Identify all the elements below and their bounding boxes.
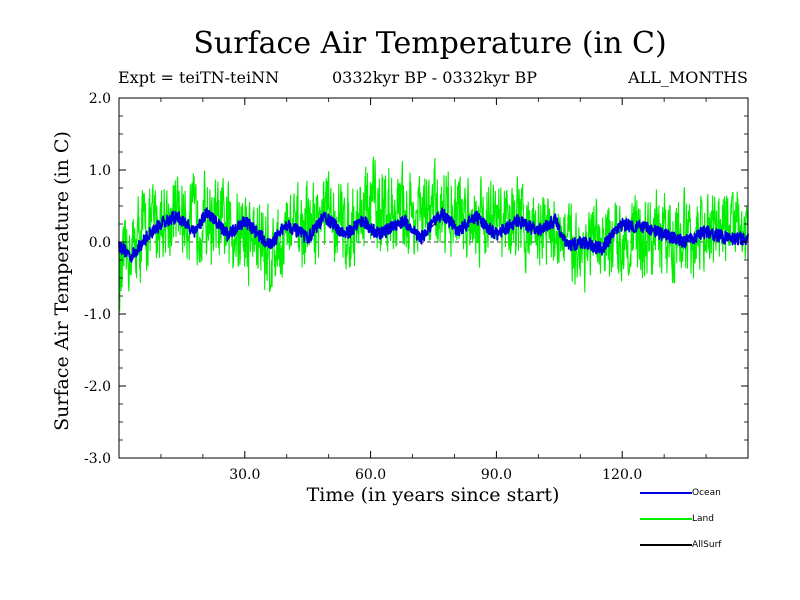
y-tick-label: -1.0: [84, 307, 111, 323]
legend-label-allsurf: AllSurf: [692, 540, 722, 550]
y-tick-label: -2.0: [84, 379, 111, 395]
y-tick-label: 2.0: [89, 91, 111, 107]
x-axis-label: Time (in years since start): [306, 484, 560, 506]
legend-label-ocean: Ocean: [692, 488, 721, 498]
legend-swatch-ocean: [640, 492, 692, 494]
x-tick-label: 90.0: [481, 467, 512, 483]
y-axis-label: Surface Air Temperature (in C): [51, 131, 73, 431]
experiment-label: Expt = teiTN-teiNN: [118, 68, 280, 87]
months-label: ALL_MONTHS: [628, 68, 748, 87]
x-tick-label: 60.0: [355, 467, 386, 483]
series-line-ocean: [118, 207, 749, 263]
legend-item-ocean: Ocean: [640, 486, 750, 500]
period-label: 0332kyr BP - 0332kyr BP: [332, 68, 537, 87]
x-tick-label: 30.0: [229, 467, 260, 483]
legend-item-allsurf: AllSurf: [640, 538, 750, 552]
chart-title: Surface Air Temperature (in C): [193, 26, 667, 61]
legend-item-land: Land: [640, 512, 750, 526]
y-tick-label: -3.0: [84, 451, 111, 467]
legend-swatch-allsurf: [640, 544, 692, 546]
legend-label-land: Land: [692, 514, 714, 524]
y-tick-label: 0.0: [89, 235, 111, 251]
x-tick-label: 120.0: [602, 467, 642, 483]
legend-swatch-land: [640, 518, 692, 520]
plot-frame: [118, 97, 749, 459]
y-tick-label: 1.0: [89, 163, 111, 179]
series-line-land: [118, 156, 749, 312]
